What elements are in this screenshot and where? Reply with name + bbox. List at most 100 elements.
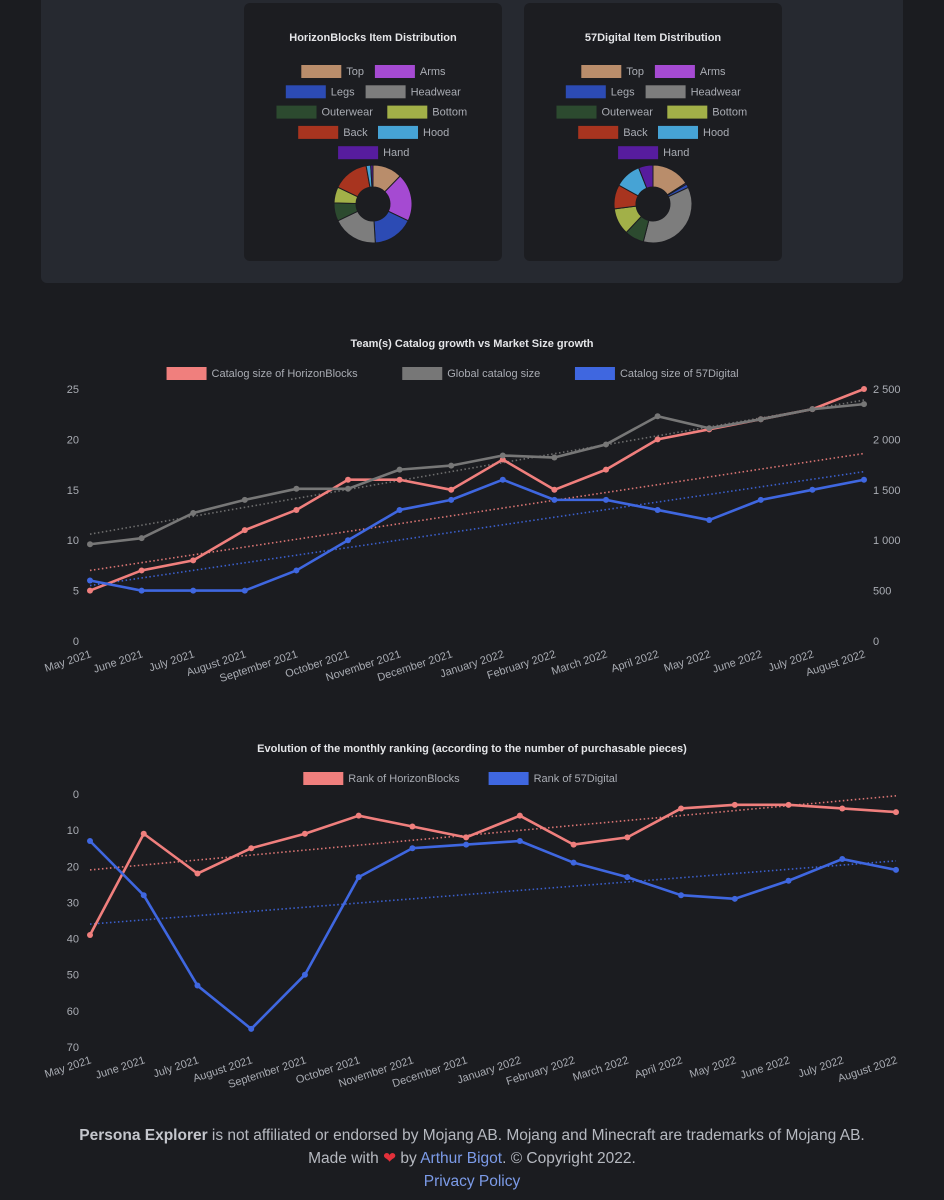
data-point-rank-of-horizonblocks[interactable] xyxy=(140,830,147,837)
data-point-catalog-size-of-horizonblocks[interactable] xyxy=(87,587,93,594)
data-point-global-catalog-size[interactable] xyxy=(241,496,248,503)
data-point-catalog-size-of-57digital[interactable] xyxy=(448,496,455,503)
data-point-global-catalog-size[interactable] xyxy=(706,425,713,432)
data-point-global-catalog-size[interactable] xyxy=(345,485,351,492)
author-link[interactable]: Arthur Bigot xyxy=(420,1150,503,1167)
data-point-catalog-size-of-57digital[interactable] xyxy=(190,587,197,594)
data-point-rank-of-horizonblocks[interactable] xyxy=(87,931,93,938)
data-point-rank-of-horizonblocks[interactable] xyxy=(893,809,899,816)
data-point-rank-of-57digital[interactable] xyxy=(194,982,201,989)
legend-item-outerwear[interactable]: Outerwear xyxy=(276,105,374,119)
data-point-catalog-size-of-horizonblocks[interactable] xyxy=(551,486,558,493)
data-point-rank-of-horizonblocks[interactable] xyxy=(731,801,738,808)
legend-item-back[interactable]: Back xyxy=(298,125,368,139)
legend-item-top[interactable]: Top xyxy=(581,65,644,78)
data-point-rank-of-57digital[interactable] xyxy=(463,841,470,848)
data-point-rank-of-horizonblocks[interactable] xyxy=(516,812,523,819)
data-point-rank-of-horizonblocks[interactable] xyxy=(785,801,792,808)
data-point-catalog-size-of-horizonblocks[interactable] xyxy=(241,527,248,534)
legend-item-legs[interactable]: Legs xyxy=(565,85,635,99)
data-point-rank-of-57digital[interactable] xyxy=(248,1025,255,1032)
data-point-catalog-size-of-horizonblocks[interactable] xyxy=(190,557,197,564)
data-point-catalog-size-of-57digital[interactable] xyxy=(241,587,248,594)
data-point-rank-of-57digital[interactable] xyxy=(570,859,577,866)
data-point-global-catalog-size[interactable] xyxy=(396,466,403,473)
legend-item-bottom[interactable]: Bottom xyxy=(387,105,467,119)
data-point-rank-of-57digital[interactable] xyxy=(839,856,846,863)
data-point-rank-of-horizonblocks[interactable] xyxy=(409,823,416,830)
data-point-rank-of-horizonblocks[interactable] xyxy=(194,870,201,877)
legend-item-headwear[interactable]: Headwear xyxy=(365,85,461,99)
data-point-rank-of-57digital[interactable] xyxy=(87,837,93,844)
legend-item-back[interactable]: Back xyxy=(578,125,648,139)
data-point-global-catalog-size[interactable] xyxy=(654,413,661,420)
data-point-catalog-size-of-horizonblocks[interactable] xyxy=(448,486,455,493)
data-point-catalog-size-of-57digital[interactable] xyxy=(603,496,609,503)
data-point-catalog-size-of-57digital[interactable] xyxy=(293,567,300,574)
data-point-catalog-size-of-57digital[interactable] xyxy=(345,537,351,544)
legend-item-arms[interactable]: Arms xyxy=(654,65,726,78)
data-point-catalog-size-of-horizonblocks[interactable] xyxy=(138,567,145,574)
data-point-rank-of-horizonblocks[interactable] xyxy=(624,834,631,841)
legend-item-hood[interactable]: Hood xyxy=(658,125,729,139)
donut-slice-hand[interactable] xyxy=(370,164,374,188)
legend-item-arms[interactable]: Arms xyxy=(374,65,446,78)
data-point-rank-of-57digital[interactable] xyxy=(678,892,685,899)
data-point-global-catalog-size[interactable] xyxy=(448,462,455,469)
data-point-global-catalog-size[interactable] xyxy=(861,401,867,408)
data-point-rank-of-57digital[interactable] xyxy=(624,874,631,881)
data-point-global-catalog-size[interactable] xyxy=(499,452,506,459)
data-point-rank-of-57digital[interactable] xyxy=(409,845,416,852)
legend-item-top[interactable]: Top xyxy=(301,65,364,78)
data-point-catalog-size-of-57digital[interactable] xyxy=(499,476,506,483)
legend-item-rank-of-horizonblocks[interactable]: Rank of HorizonBlocks xyxy=(303,772,460,785)
data-point-catalog-size-of-57digital[interactable] xyxy=(809,486,816,493)
legend-item-headwear[interactable]: Headwear xyxy=(645,85,741,99)
legend-item-global-catalog-size[interactable]: Global catalog size xyxy=(402,367,540,380)
data-point-rank-of-57digital[interactable] xyxy=(731,895,738,902)
data-point-catalog-size-of-horizonblocks[interactable] xyxy=(293,506,300,513)
data-point-rank-of-horizonblocks[interactable] xyxy=(678,805,685,812)
data-point-catalog-size-of-57digital[interactable] xyxy=(861,476,867,483)
data-point-rank-of-57digital[interactable] xyxy=(516,837,523,844)
legend-item-outerwear[interactable]: Outerwear xyxy=(556,105,654,119)
data-point-global-catalog-size[interactable] xyxy=(293,485,300,492)
legend-item-bottom[interactable]: Bottom xyxy=(667,105,747,119)
donut-slice-hand[interactable] xyxy=(637,164,654,189)
legend-item-legs[interactable]: Legs xyxy=(285,85,355,99)
data-point-global-catalog-size[interactable] xyxy=(551,454,558,461)
data-point-rank-of-horizonblocks[interactable] xyxy=(570,841,577,848)
data-point-global-catalog-size[interactable] xyxy=(190,509,197,516)
legend-item-rank-of-57digital[interactable]: Rank of 57Digital xyxy=(488,772,618,785)
data-point-catalog-size-of-57digital[interactable] xyxy=(138,587,145,594)
data-point-catalog-size-of-57digital[interactable] xyxy=(706,517,713,524)
data-point-catalog-size-of-57digital[interactable] xyxy=(654,506,661,513)
legend-item-catalog-size-of-horizonblocks[interactable]: Catalog size of HorizonBlocks xyxy=(166,367,359,380)
data-point-rank-of-57digital[interactable] xyxy=(893,866,899,873)
data-point-catalog-size-of-57digital[interactable] xyxy=(551,496,558,503)
data-point-global-catalog-size[interactable] xyxy=(138,535,145,542)
data-point-catalog-size-of-horizonblocks[interactable] xyxy=(603,466,609,473)
privacy-policy-link[interactable]: Privacy Policy xyxy=(423,1173,521,1190)
data-point-catalog-size-of-horizonblocks[interactable] xyxy=(396,476,403,483)
data-point-rank-of-57digital[interactable] xyxy=(301,971,308,978)
data-point-rank-of-57digital[interactable] xyxy=(355,874,362,881)
data-point-rank-of-horizonblocks[interactable] xyxy=(355,812,362,819)
data-point-catalog-size-of-57digital[interactable] xyxy=(87,577,93,584)
data-point-catalog-size-of-57digital[interactable] xyxy=(396,506,403,513)
data-point-catalog-size-of-horizonblocks[interactable] xyxy=(861,386,867,392)
data-point-global-catalog-size[interactable] xyxy=(87,541,93,548)
data-point-rank-of-horizonblocks[interactable] xyxy=(839,805,846,812)
data-point-rank-of-57digital[interactable] xyxy=(140,892,147,899)
data-point-catalog-size-of-horizonblocks[interactable] xyxy=(345,476,351,483)
legend-item-catalog-size-of-57digital[interactable]: Catalog size of 57Digital xyxy=(574,367,739,380)
data-point-global-catalog-size[interactable] xyxy=(809,406,816,413)
data-point-catalog-size-of-57digital[interactable] xyxy=(757,496,764,503)
data-point-rank-of-horizonblocks[interactable] xyxy=(301,830,308,837)
legend-item-hand[interactable]: Hand xyxy=(618,146,689,160)
data-point-rank-of-horizonblocks[interactable] xyxy=(248,845,255,852)
data-point-global-catalog-size[interactable] xyxy=(603,441,609,448)
data-point-rank-of-57digital[interactable] xyxy=(785,877,792,884)
legend-item-hand[interactable]: Hand xyxy=(338,146,409,160)
data-point-catalog-size-of-horizonblocks[interactable] xyxy=(654,436,661,443)
